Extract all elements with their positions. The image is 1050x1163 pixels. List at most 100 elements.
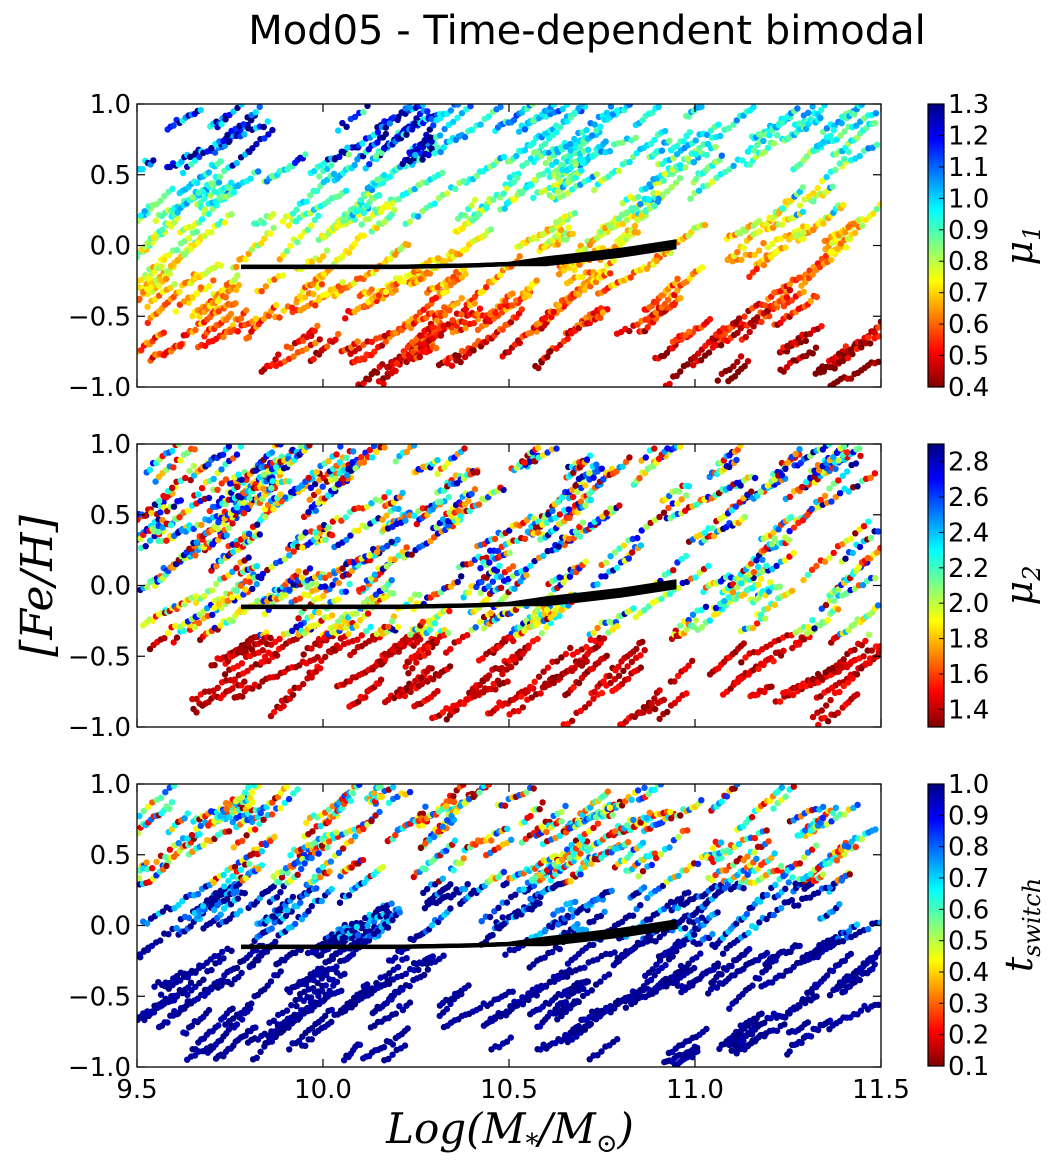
scatter-point <box>404 344 412 351</box>
scatter-point <box>757 611 765 618</box>
scatter-point <box>172 622 179 630</box>
scatter-point <box>730 121 737 128</box>
scatter-point <box>733 456 740 464</box>
scatter-point <box>515 128 523 135</box>
scatter-point <box>574 509 581 516</box>
scatter-point <box>424 108 431 115</box>
scatter-point <box>649 109 656 116</box>
colorbar-label-subscript: 1 <box>1018 226 1046 241</box>
scatter-point <box>294 239 301 246</box>
scatter-point <box>853 122 860 129</box>
scatter-point <box>365 190 372 198</box>
scatter-point <box>433 344 440 352</box>
scatter-point <box>253 580 260 588</box>
scatter-point <box>726 166 733 173</box>
scatter-point <box>540 170 547 178</box>
scatter-point <box>265 131 272 138</box>
scatter-point <box>202 342 209 350</box>
scatter-point <box>255 168 262 175</box>
scatter-point <box>687 195 694 202</box>
scatter-point <box>229 520 236 527</box>
scatter-point <box>404 156 411 163</box>
scatter-point <box>247 175 254 182</box>
scatter-point <box>269 126 276 134</box>
scatter-point <box>870 210 877 217</box>
scatter-point <box>300 651 307 658</box>
scatter-point <box>218 121 225 128</box>
scatter-point <box>295 615 302 622</box>
scatter-point <box>572 161 579 168</box>
scatter-point <box>527 181 534 188</box>
scatter-point <box>256 104 263 110</box>
mean-relation <box>241 239 677 270</box>
scatter-point <box>656 513 663 521</box>
scatter-point <box>217 158 224 165</box>
scatter-point <box>553 445 560 452</box>
scatter-point <box>214 684 221 691</box>
scatter-point <box>312 302 319 309</box>
scatter-point <box>273 464 280 471</box>
scatter-point <box>790 549 797 557</box>
scatter-point <box>216 173 224 180</box>
scatter-point <box>437 332 445 339</box>
scatter-point <box>389 590 397 597</box>
scatter-point <box>462 305 470 313</box>
scatter-point <box>462 324 469 332</box>
scatter-point <box>315 212 322 219</box>
scatter-point <box>597 314 604 321</box>
scatter-point <box>308 645 315 652</box>
scatter-point <box>303 345 310 352</box>
scatter-point <box>310 290 317 298</box>
scatter-point <box>347 532 354 539</box>
y-tick-label: 0.5 <box>90 161 131 191</box>
scatter-point <box>283 248 290 255</box>
scatter-point <box>354 338 361 345</box>
scatter-point <box>810 198 817 205</box>
scatter-point <box>146 645 154 653</box>
scatter-point <box>267 230 274 237</box>
scatter-point <box>769 214 776 221</box>
scatter-point <box>195 491 202 498</box>
scatter-point <box>386 173 394 180</box>
scatter-point <box>704 182 711 189</box>
scatter-point <box>171 281 178 288</box>
scatter-point <box>592 278 600 286</box>
scatter-point <box>800 229 807 237</box>
scatter-point <box>692 151 699 158</box>
scatter-point <box>477 121 484 128</box>
scatter-point <box>258 240 265 247</box>
scatter-point <box>458 110 466 117</box>
scatter-point <box>433 317 441 324</box>
scatter-point <box>697 357 705 364</box>
scatter-point <box>467 126 475 134</box>
scatter-point <box>607 553 614 560</box>
scatter-point <box>416 353 423 361</box>
scatter-point <box>452 185 459 193</box>
scatter-point <box>313 187 321 195</box>
scatter-point <box>664 708 671 716</box>
scatter-point <box>192 157 199 164</box>
scatter-point <box>377 208 385 216</box>
scatter-point <box>577 707 584 715</box>
y-tick-label: −1.0 <box>68 373 131 403</box>
scatter-point <box>615 672 623 679</box>
scatter-point <box>602 559 610 566</box>
scatter-point <box>706 316 714 323</box>
scatter-point <box>320 271 327 278</box>
scatter-point <box>583 643 590 651</box>
scatter-point <box>655 195 662 202</box>
scatter-point <box>508 302 516 309</box>
scatter-point <box>366 215 373 222</box>
scatter-point <box>632 206 640 213</box>
scatter-point <box>555 170 562 177</box>
scatter-point <box>242 256 249 263</box>
scatter-point <box>192 599 200 606</box>
scatter-point <box>672 179 680 186</box>
scatter-point <box>193 228 201 235</box>
scatter-point <box>405 241 412 249</box>
scatter-point <box>460 178 467 185</box>
scatter-point <box>312 339 319 347</box>
scatter-point <box>417 332 424 339</box>
scatter-point <box>781 557 789 564</box>
scatter-point <box>355 345 363 352</box>
